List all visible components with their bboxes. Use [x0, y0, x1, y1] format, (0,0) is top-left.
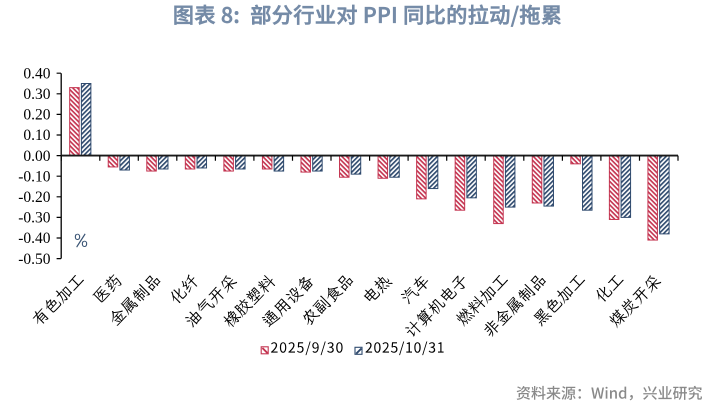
- svg-text:0.10: 0.10: [23, 127, 50, 144]
- svg-text:0.30: 0.30: [23, 86, 50, 103]
- svg-text:0.40: 0.40: [23, 65, 50, 82]
- svg-text:-0.40: -0.40: [18, 230, 51, 247]
- svg-text:0.00: 0.00: [23, 148, 50, 165]
- svg-text:-0.30: -0.30: [18, 210, 51, 227]
- svg-text:-0.50: -0.50: [18, 251, 51, 268]
- svg-text:-0.10: -0.10: [18, 168, 51, 185]
- svg-text:0.20: 0.20: [23, 107, 50, 124]
- svg-text:-0.20: -0.20: [18, 189, 51, 206]
